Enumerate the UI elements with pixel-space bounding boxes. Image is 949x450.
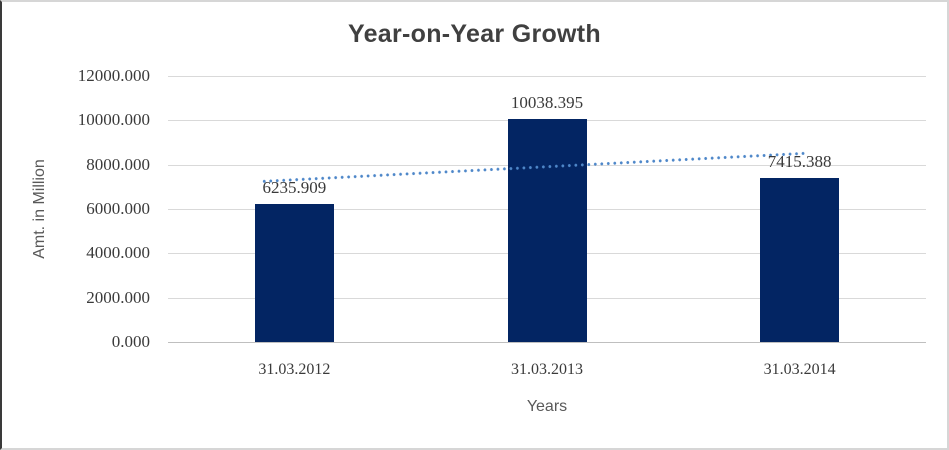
x-category-label: 31.03.2013 [511,361,583,378]
bar-data-label: 7415.388 [767,151,832,171]
y-tick-label: 6000.000 [86,199,150,218]
bar [760,177,840,342]
y-tick-label: 8000.000 [86,154,150,174]
bar-data-label: 10038.395 [510,93,584,113]
x-category-label: 31.03.2012 [258,361,331,378]
gridline [168,76,926,77]
bar [254,203,334,342]
bar [507,119,587,342]
y-tick-label: 0.000 [111,332,150,351]
x-category-label: 31.03.2014 [763,361,836,378]
y-tick-label: 10000.000 [77,110,150,130]
y-tick-label: 2000.000 [86,287,150,307]
chart-title: Year-on-Year Growth [348,20,601,48]
bar-data-label: 6235.909 [262,177,327,197]
y-tick-label: 4000.000 [86,243,150,263]
x-axis-line [168,342,926,343]
x-axis-title: Years [526,398,568,415]
y-tick-label: 12000.000 [77,66,150,85]
